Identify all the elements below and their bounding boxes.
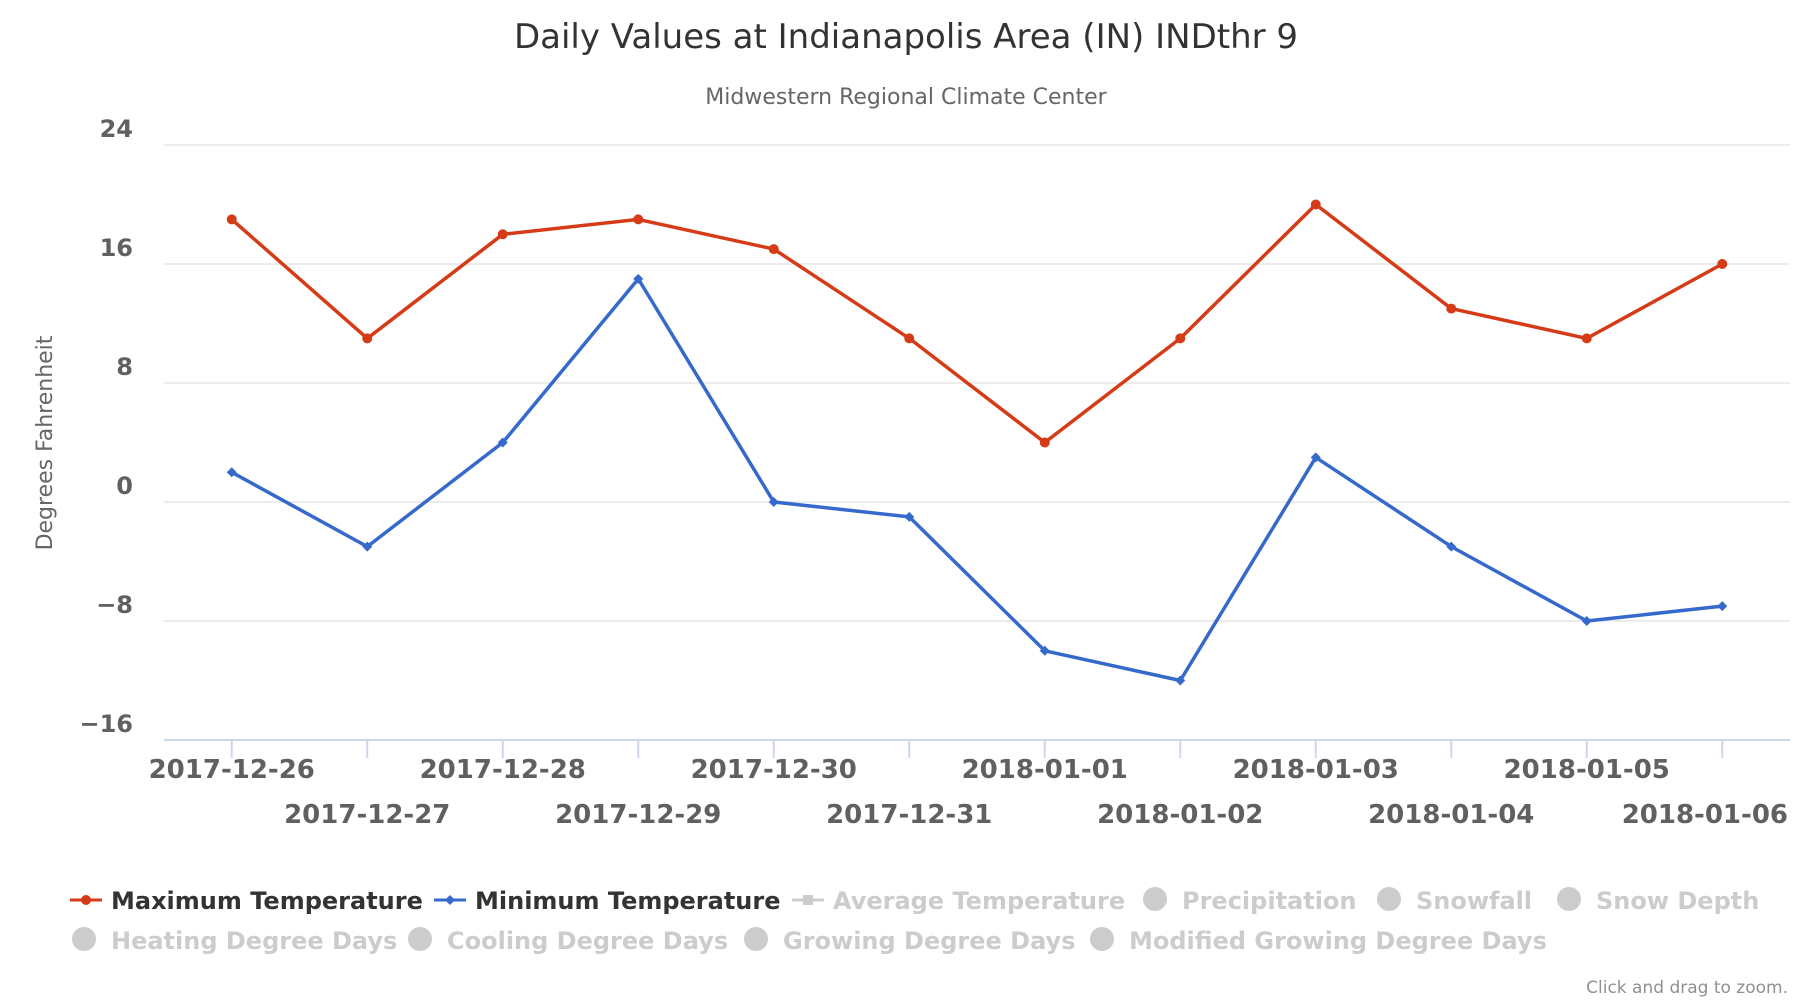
legend-item[interactable]: Snow Depth xyxy=(1557,887,1759,915)
legend-item[interactable]: Snowfall xyxy=(1377,887,1532,915)
circle-icon xyxy=(1090,927,1114,951)
min-temperature-point[interactable] xyxy=(1717,601,1728,612)
x-tick-label: 2018-01-05 xyxy=(1504,755,1670,785)
x-tick-label: 2017-12-29 xyxy=(555,800,721,830)
line-square-marker-icon xyxy=(792,895,824,905)
legend-item[interactable]: Precipitation xyxy=(1143,887,1357,915)
circle-icon xyxy=(72,927,96,951)
x-tick-label: 2018-01-03 xyxy=(1233,755,1399,785)
y-tick-label: 24 xyxy=(100,115,133,143)
legend-label: Growing Degree Days xyxy=(783,927,1075,955)
legend-item[interactable]: Maximum Temperature xyxy=(70,887,423,915)
y-tick-label: 0 xyxy=(116,472,133,500)
legend-item[interactable]: Average Temperature xyxy=(792,887,1125,915)
legend-label: Snow Depth xyxy=(1596,887,1759,915)
gridlines xyxy=(164,144,1790,622)
y-axis-title: Degrees Fahrenheit xyxy=(33,335,58,550)
line-diamond-marker-icon xyxy=(434,895,466,905)
legend-label: Maximum Temperature xyxy=(111,887,423,915)
min-temperature-point[interactable] xyxy=(1446,541,1457,552)
y-tick-label: 16 xyxy=(100,234,133,262)
circle-icon xyxy=(1377,887,1401,911)
min-temperature-point[interactable] xyxy=(633,273,644,284)
line-circle-marker-icon xyxy=(70,895,102,905)
max-temperature-line[interactable] xyxy=(230,202,1724,445)
min-temperature-point[interactable] xyxy=(1581,616,1592,626)
legend-item[interactable]: Minimum Temperature xyxy=(434,887,781,915)
min-temperature-point[interactable] xyxy=(1310,452,1321,463)
max-temperature-point[interactable] xyxy=(497,229,508,240)
max-temperature-point[interactable] xyxy=(1717,259,1728,269)
x-tick-label: 2018-01-06 xyxy=(1622,800,1788,830)
y-axis-ticks: 24 16 8 0 −8 −16 xyxy=(79,115,133,738)
x-axis-ticks: 2017-12-26 2017-12-27 2017-12-28 2017-12-29… xyxy=(149,740,1788,830)
max-temperature-point[interactable] xyxy=(362,333,373,344)
max-temperature-point[interactable] xyxy=(226,214,237,225)
legend-item[interactable]: Heating Degree Days xyxy=(72,927,397,955)
legend[interactable]: Maximum Temperature Minimum Temperature Av… xyxy=(70,887,1759,955)
circle-icon xyxy=(1143,887,1167,911)
legend-item[interactable]: Modified Growing Degree Days xyxy=(1090,927,1547,955)
legend-item[interactable]: Cooling Degree Days xyxy=(408,927,728,955)
max-temperature-point[interactable] xyxy=(1581,333,1592,344)
y-tick-label: −16 xyxy=(79,710,133,738)
x-tick-label: 2017-12-27 xyxy=(284,800,450,830)
y-tick-label: 8 xyxy=(116,353,133,381)
min-temperature-point[interactable] xyxy=(768,497,779,507)
x-tick-label: 2017-12-31 xyxy=(826,800,992,830)
min-temperature-point[interactable] xyxy=(362,541,373,552)
max-temperature-point[interactable] xyxy=(1175,333,1186,344)
min-temperature-point[interactable] xyxy=(497,437,508,448)
max-temperature-point[interactable] xyxy=(1310,199,1321,210)
circle-icon xyxy=(1557,887,1581,911)
series[interactable] xyxy=(226,199,1728,686)
legend-item[interactable]: Growing Degree Days xyxy=(744,927,1075,955)
min-temperature-point[interactable] xyxy=(226,467,237,478)
chart-title: Daily Values at Indianapolis Area (IN) I… xyxy=(514,17,1298,57)
max-temperature-point[interactable] xyxy=(1446,303,1457,314)
x-tick-label: 2018-01-02 xyxy=(1097,800,1263,830)
zoom-hint: Click and drag to zoom. xyxy=(1586,978,1788,998)
x-tick-label: 2018-01-04 xyxy=(1368,800,1534,830)
legend-label: Average Temperature xyxy=(833,887,1125,915)
x-tick-label: 2017-12-26 xyxy=(149,755,315,785)
x-tick-label: 2017-12-30 xyxy=(691,755,857,785)
x-tick-label: 2018-01-01 xyxy=(962,755,1128,785)
min-temperature-point[interactable] xyxy=(1039,645,1050,656)
chart-subtitle: Midwestern Regional Climate Center xyxy=(705,85,1107,110)
min-temperature-line[interactable] xyxy=(230,277,1723,683)
max-temperature-point[interactable] xyxy=(904,333,915,344)
circle-icon xyxy=(744,927,768,951)
min-temperature-point[interactable] xyxy=(904,511,915,522)
y-tick-label: −8 xyxy=(96,591,133,619)
max-temperature-point[interactable] xyxy=(633,214,644,225)
legend-label: Precipitation xyxy=(1182,887,1357,915)
legend-label: Cooling Degree Days xyxy=(447,927,728,955)
x-tick-label: 2017-12-28 xyxy=(420,755,586,785)
max-temperature-point[interactable] xyxy=(768,244,779,255)
legend-label: Modified Growing Degree Days xyxy=(1129,927,1547,955)
legend-label: Snowfall xyxy=(1416,887,1532,915)
legend-label: Heating Degree Days xyxy=(111,927,397,955)
min-temperature-point[interactable] xyxy=(1175,675,1186,686)
legend-label: Minimum Temperature xyxy=(475,887,781,915)
max-temperature-point[interactable] xyxy=(1039,437,1050,448)
circle-icon xyxy=(408,927,432,951)
